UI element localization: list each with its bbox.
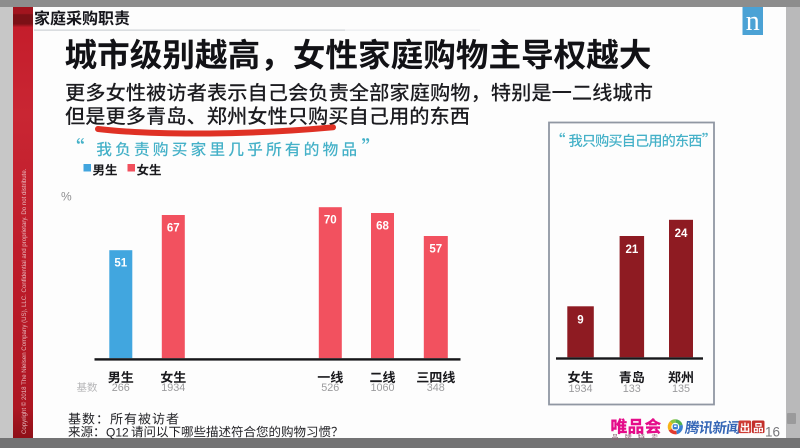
svg-text:526: 526 <box>321 382 339 394</box>
svg-text:68: 68 <box>376 221 389 233</box>
svg-text:1934: 1934 <box>568 383 592 395</box>
svg-text:1060: 1060 <box>370 382 394 394</box>
svg-text:1934: 1934 <box>161 382 185 394</box>
svg-text:16: 16 <box>765 425 780 440</box>
svg-text:67: 67 <box>167 223 180 235</box>
svg-text:Q12: Q12 <box>106 425 129 439</box>
svg-text:266: 266 <box>112 382 130 394</box>
svg-text:%: % <box>61 190 72 204</box>
svg-text:70: 70 <box>324 215 337 227</box>
svg-text:n: n <box>746 6 760 37</box>
svg-text:51: 51 <box>114 258 127 270</box>
svg-text:57: 57 <box>429 244 442 256</box>
svg-text:133: 133 <box>623 383 641 395</box>
svg-text:9: 9 <box>577 314 583 326</box>
svg-text:24: 24 <box>675 228 688 240</box>
svg-text:348: 348 <box>427 382 445 394</box>
svg-text:21: 21 <box>626 244 639 256</box>
svg-text:Copyright © 2018 The Nielsen C: Copyright © 2018 The Nielsen Company (US… <box>21 168 28 434</box>
svg-text:135: 135 <box>672 383 690 395</box>
